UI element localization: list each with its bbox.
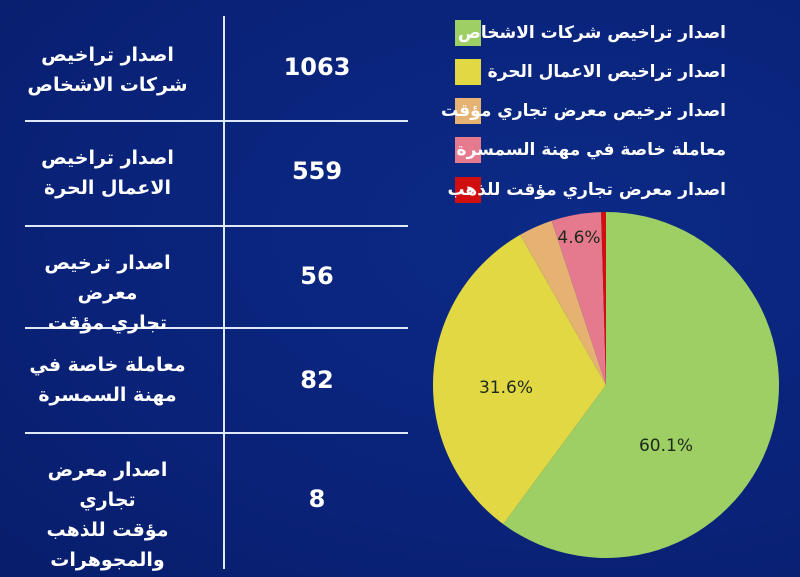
data-table: اصدار تراخيص شركات الاشخاص 1063 اصدار تر… [20,16,408,575]
label-line: اصدار ترخيص معرض [44,252,171,304]
legend-item: اصدار تراخيص شركات الاشخاص [455,20,795,46]
pie-slice-pink [551,212,606,385]
label-line: اصدار تراخيص [41,147,174,169]
table-row-label: اصدار ترخيص معرض تجاري مؤقت [20,248,195,338]
table-row-divider [25,432,408,434]
legend-swatch [455,137,481,163]
table-row-value: 56 [300,262,334,290]
legend-item: اصدار تراخيص الاعمال الحرة [455,59,795,85]
legend-item: اصدار ترخيص معرض تجاري مؤقت [441,98,795,124]
legend-swatch [455,59,481,85]
label-line: اصدار معرض تجاري [47,459,168,511]
label-line: والمجوهرات [50,549,165,571]
legend-swatch [455,177,481,203]
legend-swatch [455,98,481,124]
table-column-divider [223,16,225,569]
label-line: مؤقت للذهب [46,519,169,541]
label-line: تجاري مؤقت [47,312,168,334]
table-row-label: معاملة خاصة في مهنة السمسرة [20,350,195,410]
table-row-label: اصدار معرض تجاري مؤقت للذهب والمجوهرات [20,455,195,575]
label-line: الاعمال الحرة [44,177,171,199]
pie-slice-orange [520,220,606,385]
pie-slice-yellow [432,234,606,525]
table-row-value: 8 [308,485,326,513]
table-row-divider [25,120,408,122]
legend-label: اصدار معرض تجاري مؤقت للذهب [447,180,726,200]
pie-slice-green [503,212,779,558]
legend-label: معاملة خاصة في مهنة السمسرة [456,140,726,160]
legend-item: اصدار معرض تجاري مؤقت للذهب [447,177,795,203]
table-row-label: اصدار تراخيص شركات الاشخاص [20,40,195,100]
legend-item: معاملة خاصة في مهنة السمسرة [455,137,795,163]
label-line: اصدار تراخيص [41,44,174,66]
table-row-value: 1063 [283,53,351,81]
legend-label: اصدار تراخيص الاعمال الحرة [487,62,726,82]
legend-swatch [455,20,481,46]
label-line: شركات الاشخاص [27,74,188,96]
pie-label-yellow: 31.6% [479,378,533,398]
label-line: معاملة خاصة في [29,354,186,376]
label-line: مهنة السمسرة [38,384,177,406]
table-row-label: اصدار تراخيص الاعمال الحرة [20,143,195,203]
table-row-divider [25,327,408,329]
pie-label-pink: 4.6% [557,228,600,248]
legend-label: اصدار تراخيص شركات الاشخاص [458,23,726,43]
table-row-divider [25,225,408,227]
legend-label: اصدار ترخيص معرض تجاري مؤقت [441,101,726,121]
table-row-value: 82 [300,366,334,394]
pie-label-green: 60.1% [639,436,693,456]
table-row-value: 559 [291,157,343,185]
pie-slices [432,212,779,558]
pie-slice-red [601,212,606,385]
